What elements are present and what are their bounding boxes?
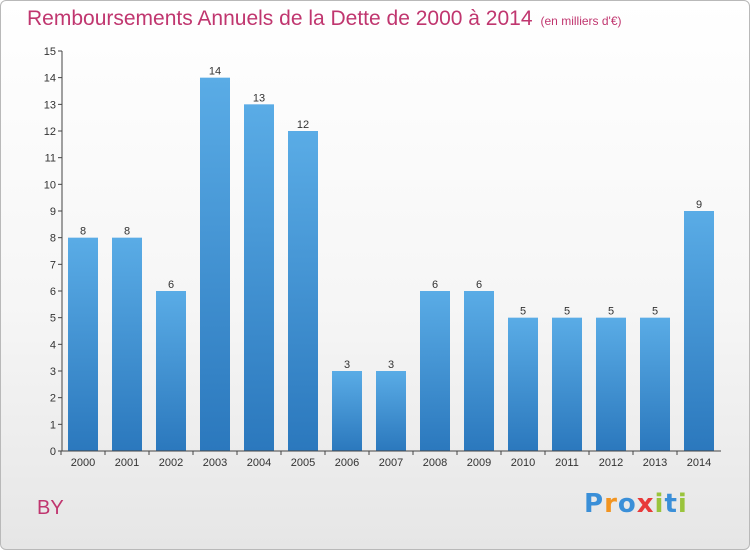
y-tick-label: 8 [50, 233, 56, 245]
data-label-2014: 9 [696, 199, 702, 211]
x-tick-label: 2004 [247, 457, 271, 469]
logo-letter: i [654, 489, 665, 519]
x-tick-label: 2011 [555, 457, 579, 469]
y-tick-label: 7 [50, 259, 56, 271]
bar-2012 [596, 317, 626, 451]
bars: 8 8 6 14 13 12 3 3 6 6 5 5 5 5 9 [68, 66, 714, 452]
logo-letter: r [604, 489, 618, 519]
chart-title: Remboursements Annuels de la Dette de 20… [27, 7, 622, 31]
chart-unit: (en milliers d'€) [540, 14, 622, 28]
data-label-2001: 8 [124, 226, 130, 238]
data-label-2008: 6 [432, 279, 438, 291]
data-label-2010: 5 [520, 306, 526, 318]
bar-2001 [112, 237, 142, 451]
x-axis: 2000 2001 2002 2003 2004 2005 2006 2007 2008 2009… [60, 450, 721, 469]
x-tick-label: 2013 [643, 457, 667, 469]
y-tick-label: 9 [50, 206, 56, 218]
commune-name: BY [37, 497, 64, 519]
chart-title-text: Remboursements Annuels de la Dette de 20… [27, 7, 533, 30]
data-label-2012: 5 [608, 306, 614, 318]
x-tick-label: 2003 [203, 457, 227, 469]
y-tick-label: 4 [50, 339, 56, 351]
data-label-2007: 3 [388, 359, 394, 371]
x-tick-label: 2008 [423, 457, 447, 469]
data-label-2009: 6 [476, 279, 482, 291]
bar-2006 [332, 371, 362, 451]
y-tick-label: 11 [45, 153, 56, 165]
bar-2010 [508, 317, 538, 451]
data-label-2005: 12 [297, 119, 309, 131]
y-tick-label: 3 [50, 366, 56, 378]
y-tick-label: 14 [44, 73, 56, 85]
y-tick-label: 10 [44, 179, 56, 191]
y-tick-label: 12 [44, 126, 56, 138]
bar-2009 [464, 291, 494, 451]
x-tick-label: 2009 [467, 457, 491, 469]
x-tick-label: 2007 [379, 457, 403, 469]
data-label-2013: 5 [652, 306, 658, 318]
data-label-2000: 8 [80, 226, 86, 238]
logo-letter: t [664, 489, 678, 519]
x-tick-label: 2002 [159, 457, 183, 469]
logo-letter: o [617, 489, 637, 519]
data-label-2004: 13 [253, 92, 265, 104]
data-label-2006: 3 [344, 359, 350, 371]
bar-2004 [244, 104, 274, 451]
y-tick-label: 6 [50, 286, 56, 298]
bar-2007 [376, 371, 406, 451]
bar-2000 [68, 237, 98, 451]
y-tick-label: 2 [50, 393, 56, 405]
data-label-2011: 5 [564, 306, 570, 318]
y-tick-label: 0 [50, 446, 56, 458]
bar-2011 [552, 317, 582, 451]
logo-letter: x [636, 489, 655, 519]
logo-letter: i [677, 489, 688, 519]
y-tick-label: 15 [44, 46, 56, 58]
x-tick-label: 2000 [71, 457, 95, 469]
x-tick-label: 2005 [291, 457, 315, 469]
bar-2003 [200, 77, 230, 452]
logo-letter: P [584, 489, 605, 519]
x-tick-label: 2010 [511, 457, 535, 469]
data-label-2003: 14 [209, 66, 221, 78]
bar-2005 [288, 131, 318, 451]
y-tick-label: 5 [50, 313, 56, 325]
bar-2008 [420, 291, 450, 451]
bar-2002 [156, 291, 186, 451]
proxiti-logo: Proxiti [584, 489, 688, 519]
data-label-2002: 6 [168, 279, 174, 291]
y-tick-label: 1 [50, 419, 56, 431]
x-tick-label: 2001 [115, 457, 139, 469]
x-tick-label: 2014 [687, 457, 711, 469]
x-tick-label: 2012 [599, 457, 623, 469]
y-tick-label: 13 [44, 99, 56, 111]
x-tick-label: 2006 [335, 457, 359, 469]
bar-2014 [684, 211, 714, 451]
bar-2013 [640, 317, 670, 451]
